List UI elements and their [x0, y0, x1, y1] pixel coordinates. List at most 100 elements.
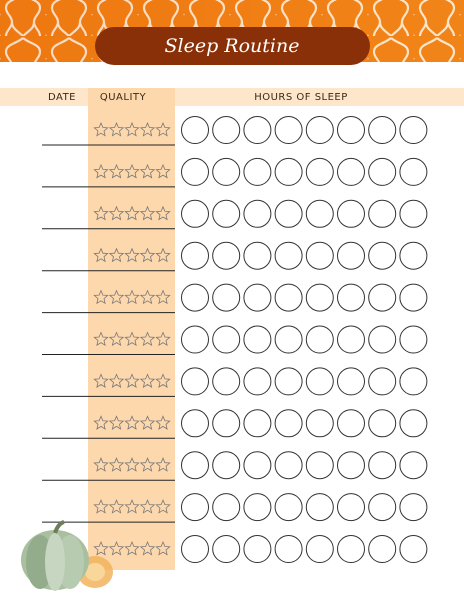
hour-circle — [212, 367, 241, 396]
hour-circle — [181, 116, 209, 144]
hour-circle — [181, 283, 209, 312]
hour-circle — [243, 451, 272, 480]
star — [93, 540, 109, 556]
hour-circle — [243, 535, 272, 563]
rows — [42, 116, 428, 563]
hour-circle — [368, 451, 397, 480]
star — [124, 205, 140, 221]
hour-circle — [399, 241, 428, 270]
hour-circle — [212, 493, 241, 522]
star — [124, 121, 140, 137]
hour-circle — [243, 409, 272, 438]
hour-circle — [212, 535, 241, 563]
star — [155, 205, 171, 221]
hour-circle — [305, 367, 334, 396]
star — [124, 457, 140, 472]
hour-circle — [181, 535, 209, 563]
hour-circle — [305, 409, 334, 438]
hour-circle — [243, 116, 272, 144]
star — [155, 540, 171, 556]
hour-circle — [243, 241, 272, 270]
hour-circle — [243, 493, 272, 522]
star — [108, 457, 125, 472]
star — [155, 331, 171, 347]
star — [155, 247, 171, 263]
star — [93, 331, 109, 347]
hour-circle — [212, 325, 241, 354]
hour-circle — [274, 241, 303, 270]
hour-circle — [305, 493, 334, 522]
star — [108, 247, 125, 263]
star — [108, 331, 125, 347]
star — [155, 289, 171, 305]
quality-header: QUALITY — [100, 92, 147, 103]
star — [124, 289, 140, 305]
star — [124, 499, 140, 514]
hour-circle — [337, 451, 365, 480]
star — [139, 499, 156, 514]
star — [155, 457, 171, 472]
star — [108, 289, 125, 305]
star — [139, 121, 156, 137]
hour-circle — [274, 157, 303, 186]
hour-circle — [274, 283, 303, 312]
hour-circle — [243, 367, 272, 396]
hour-circle — [305, 451, 334, 480]
star — [93, 373, 109, 388]
date-header: DATE — [48, 92, 76, 103]
hour-circle — [368, 325, 397, 354]
star — [108, 540, 125, 556]
star — [93, 121, 109, 137]
hour-circle — [181, 409, 209, 438]
hour-circle — [368, 409, 397, 438]
star — [139, 457, 156, 472]
star — [108, 415, 125, 430]
hour-circle — [368, 116, 397, 144]
star — [93, 499, 109, 514]
hour-circle — [337, 409, 365, 438]
title-pill — [95, 27, 370, 65]
star — [139, 247, 156, 263]
star — [139, 540, 156, 556]
title: Sleep Routine — [165, 35, 300, 57]
hour-circle — [181, 367, 209, 396]
hour-circle — [274, 116, 303, 144]
star — [139, 205, 156, 221]
hour-circle — [337, 367, 365, 396]
star — [108, 373, 125, 388]
hour-circle — [305, 199, 334, 228]
star — [155, 163, 171, 179]
hour-circle — [337, 157, 365, 186]
star — [93, 163, 109, 179]
hour-circle — [399, 199, 428, 228]
hour-circle — [337, 535, 365, 563]
star — [124, 247, 140, 263]
star — [108, 205, 125, 221]
hour-circle — [274, 367, 303, 396]
hour-circle — [274, 409, 303, 438]
hour-circle — [337, 199, 365, 228]
hour-circle — [368, 367, 397, 396]
quality-column — [88, 88, 175, 570]
star — [139, 289, 156, 305]
star — [155, 373, 171, 388]
star — [155, 121, 171, 137]
hour-circle — [274, 325, 303, 354]
hour-circle — [212, 157, 241, 186]
hour-circle — [181, 493, 209, 522]
hours-header: HOURS OF SLEEP — [254, 92, 348, 103]
star — [139, 373, 156, 388]
hour-circle — [368, 493, 397, 522]
star — [108, 163, 125, 179]
hour-circle — [243, 157, 272, 186]
hour-circle — [399, 493, 428, 522]
hour-circle — [212, 409, 241, 438]
hour-circle — [337, 325, 365, 354]
hour-circle — [399, 116, 428, 144]
hour-circle — [243, 283, 272, 312]
hour-circle — [399, 325, 428, 354]
star — [124, 540, 140, 556]
hour-circle — [368, 199, 397, 228]
hour-circle — [399, 535, 428, 563]
